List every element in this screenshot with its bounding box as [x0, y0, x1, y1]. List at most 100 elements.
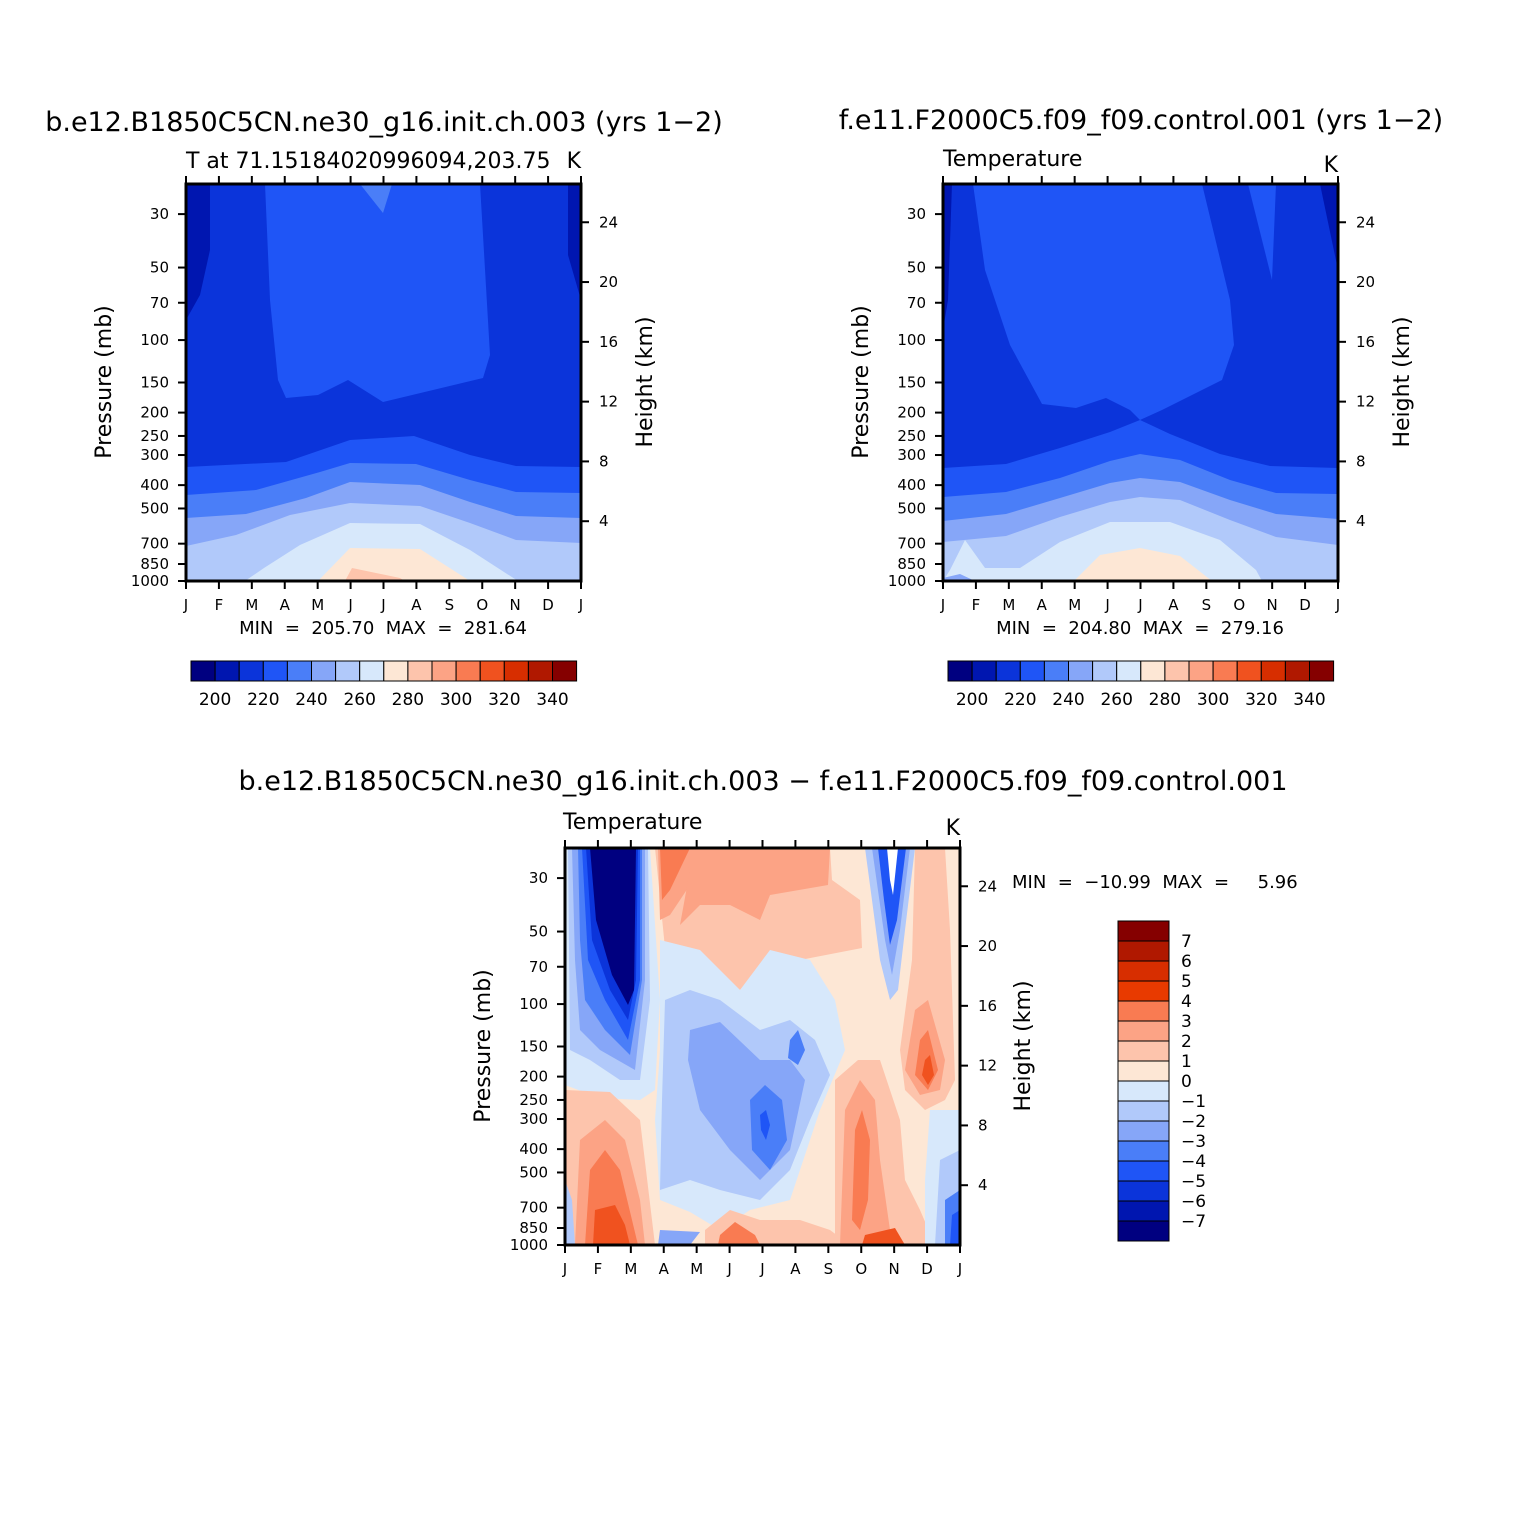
panel-2-xtick-label-2: M — [1002, 596, 1015, 614]
panel-3-colorbar-box-2 — [1117, 960, 1170, 982]
panel-3-ytick-label-6: 250 — [519, 1091, 548, 1109]
panel-2-colorbar-label-4: 280 — [1149, 690, 1181, 710]
panel-2-fill-230-right — [1320, 184, 1338, 270]
panel-2-colorbar-box-5 — [1068, 660, 1094, 682]
panel-2-colorbar: 200 220 240 260 280 300 320 340 — [947, 660, 1335, 710]
panel-2-ytick-label-8: 400 — [897, 476, 926, 494]
panel-3-fill-m7 — [590, 848, 636, 1005]
panel-3-colorbar-box-3 — [1117, 980, 1170, 1002]
panel-2-title: f.e11.F2000C5.f09_f09.control.001 (yrs 1… — [839, 105, 1443, 136]
panel-1-colorbar-box-15 — [552, 660, 578, 682]
panel-3-xtick-label-8: S — [824, 1260, 834, 1278]
panel-3-y2tick-label-3: 12 — [978, 1057, 997, 1075]
panel-1-ytick-label-3: 100 — [140, 331, 169, 349]
panel-3-y2tick-label-2: 16 — [978, 997, 997, 1015]
panel-3-xtick-label-0: J — [562, 1260, 567, 1278]
panel-2-fill-270-b — [943, 574, 975, 581]
panel-1-ylabel-right: Height (km) — [633, 316, 658, 447]
panel-1: b.e12.B1850C5CN.ne30_g16.init.ch.003 (yr… — [45, 107, 723, 710]
panel-2-colorbar-box-15 — [1309, 660, 1335, 682]
panel-1-colorbar-label-3: 260 — [343, 690, 375, 710]
panel-3-xtick-label-10: N — [889, 1260, 900, 1278]
panel-3-colorbar-label-10: −3 — [1181, 1132, 1206, 1152]
panel-3-colorbar-label-1: 6 — [1181, 952, 1192, 972]
panel-1-ytick-label-5: 200 — [140, 404, 169, 422]
panel-1-colorbar-box-4 — [286, 660, 312, 682]
panel-1-title: b.e12.B1850C5CN.ne30_g16.init.ch.003 (yr… — [45, 107, 723, 138]
panel-3-colorbar-box-5 — [1117, 1020, 1170, 1042]
panel-3-colorbar-box-11 — [1117, 1140, 1170, 1162]
panel-1-colorbar-label-7: 340 — [536, 690, 568, 710]
panel-2-y2tick-label-1: 20 — [1356, 273, 1375, 291]
panel-3-fill-m4c — [788, 1030, 805, 1065]
panel-3-colorbar-box-10 — [1117, 1120, 1170, 1142]
panel-3-colorbar-box-8 — [1117, 1080, 1170, 1102]
panel-3-ytick-label-8: 400 — [519, 1140, 548, 1158]
panel-1-ytick-label-4: 150 — [140, 374, 169, 392]
panel-3-colorbar-label-11: −4 — [1181, 1152, 1206, 1172]
panel-3-colorbar-box-1 — [1117, 940, 1170, 962]
panel-1-y2tick-label-1: 20 — [599, 273, 618, 291]
panel-1-ytick-label-1: 50 — [150, 259, 169, 277]
panel-2-y2tick-label-4: 8 — [1356, 452, 1366, 470]
panel-2-xtick-label-5: J — [1104, 596, 1109, 614]
panel-3-ytick-label-4: 150 — [519, 1038, 548, 1056]
panel-2-y2tick-label-3: 12 — [1356, 393, 1375, 411]
panel-3-fill-p4 — [660, 848, 690, 900]
panel-1-colorbar-box-13 — [503, 660, 529, 682]
panel-2-colorbar-box-8 — [1140, 660, 1166, 682]
panel-2: f.e11.F2000C5.f09_f09.control.001 (yrs 1… — [839, 105, 1443, 710]
panel-1-stats: MIN = 205.70 MAX = 281.64 — [239, 618, 527, 639]
panel-1-colorbar-box-5 — [311, 660, 337, 682]
panel-2-xtick-label-11: D — [1299, 596, 1311, 614]
panel-1-colorbar-label-5: 300 — [440, 690, 472, 710]
panel-2-colorbar-box-4 — [1043, 660, 1070, 682]
panel-3-colorbar-box-14 — [1117, 1200, 1170, 1222]
panel-3-ytick-label-5: 200 — [519, 1068, 548, 1086]
panel-3-xtick-label-3: A — [659, 1260, 670, 1278]
panel-1-y2tick-label-2: 16 — [599, 333, 618, 351]
panel-3-y2tick-label-5: 4 — [978, 1176, 988, 1194]
panel-3-ytick-label-11: 850 — [519, 1219, 548, 1237]
panel-1-colorbar-label-2: 240 — [295, 690, 327, 710]
panel-1-colorbar-box-0 — [190, 660, 216, 682]
panel-1-ytick-label-9: 500 — [140, 499, 169, 517]
panel-2-ytick-label-4: 150 — [897, 374, 926, 392]
panel-2-ylabel: Pressure (mb) — [849, 305, 874, 459]
panel-3-fill-m3c — [658, 1230, 700, 1245]
panel-2-xtick-label-8: S — [1202, 596, 1212, 614]
panel-3-xtick-label-12: J — [957, 1260, 962, 1278]
panel-1-fill-240 — [265, 184, 490, 402]
panel-1-colorbar-box-2 — [238, 660, 264, 682]
panel-3-xtick-label-4: M — [690, 1260, 703, 1278]
panel-1-ytick-label-6: 250 — [140, 427, 169, 445]
panel-3-stats: MIN = −10.99 MAX = 5.96 — [1012, 872, 1298, 893]
panel-2-stats: MIN = 204.80 MAX = 279.16 — [996, 618, 1284, 639]
panel-2-y2tick-label-0: 24 — [1356, 213, 1375, 231]
panel-2-colorbar-label-7: 340 — [1293, 690, 1325, 710]
panel-2-fill-240 — [973, 184, 1234, 420]
panel-3-colorbar-label-12: −5 — [1181, 1172, 1206, 1192]
panel-3-fill-m5d — [878, 848, 906, 945]
panel-3-fill-zero — [887, 848, 898, 895]
panel-2-colorbar-box-3 — [1019, 660, 1045, 682]
panel-1-xtick-label-8: S — [445, 596, 455, 614]
panel-1-colorbar-box-12 — [479, 660, 505, 682]
panel-1-xtick-label-10: N — [510, 596, 521, 614]
panel-1-colorbar-box-14 — [527, 660, 554, 682]
panel-3-contours — [565, 848, 960, 1245]
panel-1-ytick-label-10: 700 — [140, 535, 169, 553]
panel-2-colorbar-label-3: 260 — [1100, 690, 1132, 710]
panel-1-y2tick-label-4: 8 — [599, 452, 609, 470]
panel-1-ytick-label-7: 300 — [140, 446, 169, 464]
panel-3-fill-p3b — [680, 848, 830, 925]
panel-2-colorbar-box-13 — [1260, 660, 1286, 682]
panel-2-colorbar-label-2: 240 — [1052, 690, 1084, 710]
panel-1-xtick-label-12: J — [578, 596, 583, 614]
panel-1-fill-245 — [360, 184, 392, 213]
panel-2-xtick-label-7: A — [1168, 596, 1179, 614]
panel-3-y2tick-label-0: 24 — [978, 877, 997, 895]
panel-1-xtick-label-3: A — [280, 596, 291, 614]
panel-3-ylabel: Pressure (mb) — [471, 969, 496, 1123]
